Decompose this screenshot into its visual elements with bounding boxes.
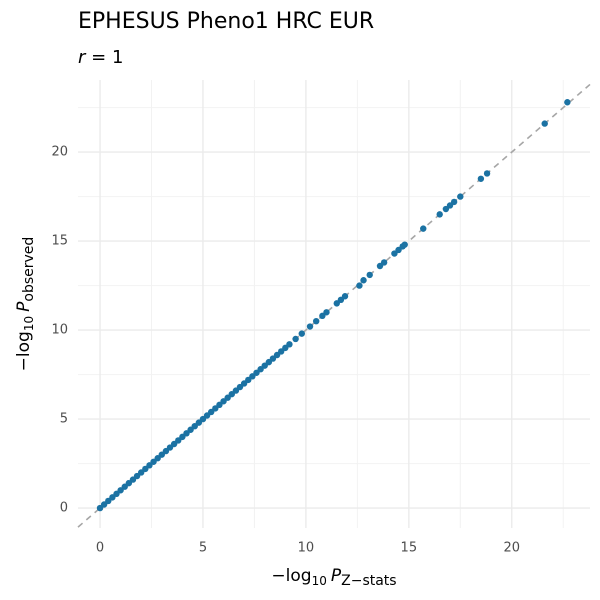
y-label-part: P	[14, 301, 34, 312]
x-tick-label: 0	[96, 541, 104, 556]
y-tick-label: 15	[51, 234, 68, 249]
point	[436, 211, 443, 218]
point	[360, 277, 367, 284]
y-tick-label: 0	[60, 501, 68, 516]
point	[356, 282, 363, 289]
point	[286, 341, 293, 348]
point	[564, 99, 571, 106]
subtitle-var: r	[78, 47, 87, 68]
x-label-part: −log	[271, 566, 311, 586]
y-tick-label: 20	[51, 145, 68, 160]
point	[420, 225, 427, 232]
y-axis-label: −log10 Pobserved	[14, 237, 37, 372]
x-tick-label: 10	[298, 541, 315, 556]
x-axis-label: −log10 PZ−stats	[271, 566, 396, 589]
point	[380, 259, 388, 266]
point	[401, 241, 408, 248]
y-label-part: observed	[21, 237, 37, 302]
point	[312, 317, 320, 325]
point	[450, 198, 458, 206]
chart-subtitle: r = 1	[78, 47, 123, 68]
point	[457, 193, 464, 200]
x-tick-label: 20	[503, 541, 520, 556]
point	[341, 293, 349, 300]
x-label-part: P	[331, 566, 342, 586]
point	[366, 271, 373, 279]
subtitle-value: = 1	[91, 47, 123, 68]
y-label-part: −log	[14, 331, 34, 371]
point	[483, 170, 491, 177]
chart-title: EPHESUS Pheno1 HRC EUR	[78, 9, 374, 34]
point	[292, 335, 299, 343]
y-tick-label: 5	[60, 412, 68, 427]
point	[477, 175, 485, 182]
point	[541, 120, 548, 127]
point	[298, 330, 305, 337]
point	[323, 309, 330, 316]
y-label-part: 10	[22, 316, 36, 331]
x-tick-label: 5	[199, 541, 207, 556]
point	[306, 323, 314, 330]
x-label-part: Z−stats	[341, 573, 396, 589]
x-tick-label: 15	[401, 541, 418, 556]
x-label-part: 10	[312, 574, 327, 588]
y-tick-label: 10	[51, 323, 68, 338]
